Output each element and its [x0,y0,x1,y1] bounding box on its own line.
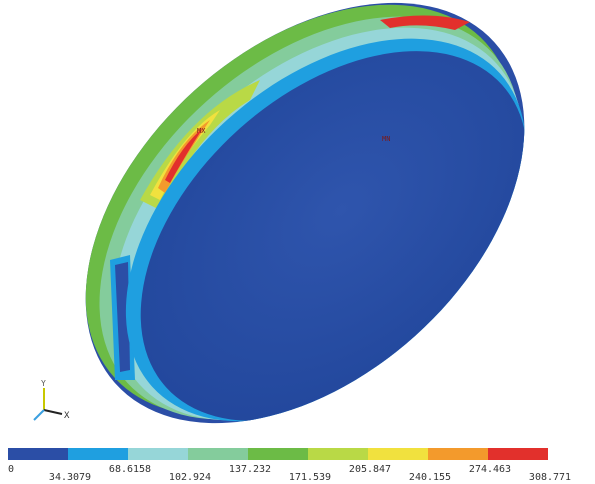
triad-x-label: X [64,411,70,421]
triad-y-label: Y [41,379,46,388]
legend-level-label: 308.771 [529,472,571,483]
legend-level-label: 205.847 [349,464,391,475]
legend-swatch [428,448,488,460]
legend-swatch [368,448,428,460]
legend-level-label: 274.463 [469,464,511,475]
screenshot: MX MN Y X 0 34.3079 68.6158 102.924 137.232 1… [0,0,595,484]
legend-swatch [308,448,368,460]
axis-triad: Y X [34,379,70,421]
legend-level-label: 171.539 [289,472,331,483]
legend-level-label: 34.3079 [49,472,91,483]
legend-swatch [68,448,128,460]
min-marker: MN [382,135,390,143]
legend-swatch [128,448,188,460]
legend-level-label: 137.232 [229,464,271,475]
legend-swatch [248,448,308,460]
contour-view: MX MN Y X 0 34.3079 68.6158 102.924 137.232 1… [0,0,595,484]
model: MX MN [5,0,595,484]
legend-swatch [188,448,248,460]
color-legend: 0 34.3079 68.6158 102.924 137.232 171.539 205.… [8,448,571,483]
legend-level-label: 0 [8,464,14,475]
legend-level-label: 68.6158 [109,464,151,475]
legend-level-label: 102.924 [169,472,211,483]
legend-swatch [488,448,548,460]
legend-level-label: 240.155 [409,472,451,483]
max-marker: MX [197,127,206,135]
legend-swatch [8,448,68,460]
